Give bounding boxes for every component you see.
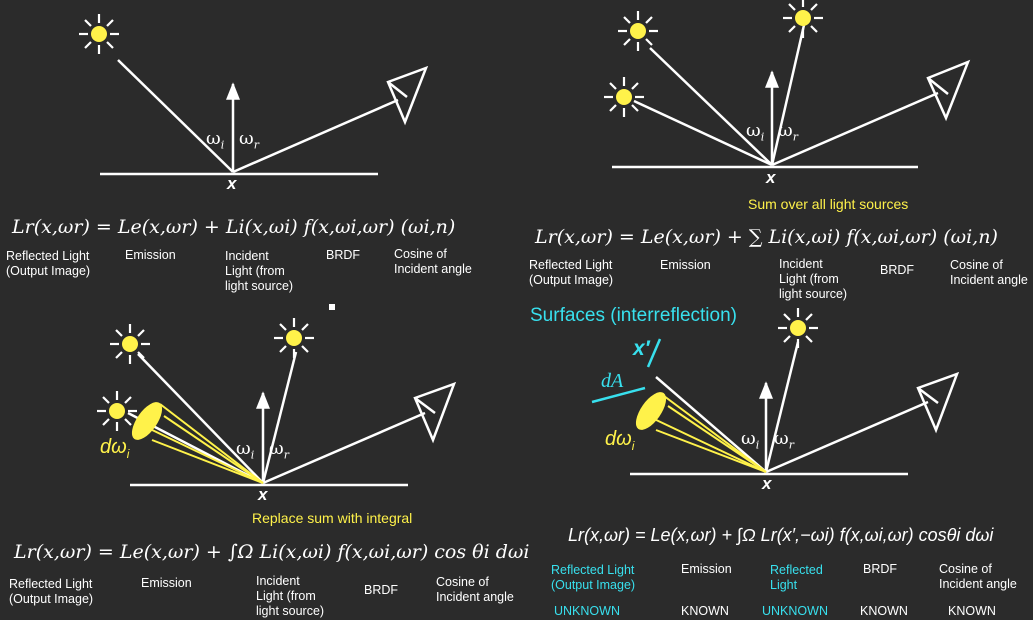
term-label: Incident Light (from light source) — [256, 574, 325, 618]
solid-angle-cone — [147, 403, 264, 484]
reflected-ray — [262, 411, 426, 485]
term-label: Emission — [125, 248, 176, 262]
sun-icon — [97, 391, 137, 431]
d-omega-label: dωi — [605, 428, 635, 453]
sun-icon — [783, 0, 823, 38]
rendering-equation: Lr(x,ωr) = Le(x,ωr) + Li(x,ωi) f(x,ωi,ωr… — [12, 216, 456, 238]
term-label: Reflected Light (Output Image) — [551, 563, 636, 592]
incident-ray — [770, 24, 806, 166]
x-label: x — [766, 168, 776, 187]
term-label: Reflected Light (Output Image) — [9, 577, 94, 606]
term-label: Incident Light (from light source) — [225, 249, 294, 293]
incident-ray — [655, 376, 767, 473]
omega-i-label: ωi — [741, 428, 760, 452]
term-label: Cosine of Incident angle — [394, 247, 472, 276]
panel-caption: Replace sum with integral — [252, 510, 413, 526]
x-label: x — [258, 485, 268, 504]
d-omega-label: dωi — [100, 436, 130, 461]
rendering-equation: Lr(x,ωr) = Le(x,ωr) + ∫Ω Li(x,ωi) f(x,ωi… — [14, 541, 530, 563]
solid-angle-ellipse — [635, 392, 667, 430]
status-label: UNKNOWN — [554, 604, 620, 618]
sun-icon — [79, 14, 119, 54]
status-label: UNKNOWN — [762, 604, 828, 618]
solid-angle-cone — [651, 395, 767, 473]
reflected-ray — [771, 91, 939, 167]
term-label: BRDF — [863, 562, 898, 576]
reflected-ray — [232, 98, 399, 174]
eye-icon — [916, 371, 960, 434]
x-prime-label: x′ — [633, 337, 650, 360]
term-label: BRDF — [880, 263, 915, 277]
status-label: KNOWN — [681, 604, 729, 618]
term-label: Emission — [660, 258, 711, 272]
reflected-ray — [765, 400, 929, 474]
panel3-diagram — [127, 351, 457, 487]
status-label: KNOWN — [860, 604, 908, 618]
sun-icon — [110, 324, 150, 364]
omega-i-label: ωi — [206, 128, 225, 152]
x-label: x — [227, 174, 237, 193]
eye-icon — [386, 65, 429, 126]
term-label: Cosine of Incident angle — [950, 258, 1028, 287]
omega-i-label: ωi — [746, 120, 765, 144]
bullet-marker — [329, 304, 335, 310]
panel-caption: Sum over all light sources — [748, 196, 909, 212]
term-label: Reflected Light (Output Image) — [6, 249, 91, 278]
surface-patch-dA — [591, 386, 646, 404]
term-label: Emission — [681, 562, 732, 576]
rendering-equation: Lr(x,ωr) = Le(x,ωr) + ∫Ω Lr(x′,−ωi) f(x,… — [568, 525, 994, 545]
omega-r-label: ωr — [778, 120, 798, 144]
sun-icon — [274, 318, 314, 358]
term-label: Emission — [141, 576, 192, 590]
omega-r-label: ωr — [269, 438, 289, 462]
surface-patch-xprime — [646, 338, 662, 368]
x-label: x — [762, 474, 772, 493]
panel4-diagram — [630, 341, 960, 476]
rendering-equation: Lr(x,ωr) = Le(x,ωr) + ∑ Li(x,ωi) f(x,ωi,… — [535, 226, 998, 248]
sun-icon — [618, 11, 658, 51]
panel-caption: Surfaces (interreflection) — [530, 305, 737, 326]
eye-icon — [413, 381, 457, 444]
term-label: Incident Light (from light source) — [779, 257, 848, 301]
term-label: Reflected Light — [770, 563, 823, 592]
panel2-diagram — [612, 24, 971, 169]
sun-icon — [778, 308, 818, 348]
term-label: Cosine of Incident angle — [939, 562, 1017, 591]
panel1-diagram — [100, 59, 429, 176]
incident-ray — [117, 59, 234, 173]
incident-ray — [261, 351, 298, 484]
incident-ray — [137, 353, 264, 484]
eye-icon — [926, 59, 971, 122]
dA-label: dA — [601, 370, 624, 392]
status-label: KNOWN — [948, 604, 996, 618]
term-label: BRDF — [326, 248, 361, 262]
term-label: Reflected Light (Output Image) — [529, 258, 614, 287]
omega-i-label: ωi — [236, 438, 255, 462]
sun-icon — [604, 77, 644, 117]
incident-ray — [633, 99, 773, 167]
incident-ray — [649, 47, 773, 166]
term-label: BRDF — [364, 583, 399, 597]
term-label: Cosine of Incident angle — [436, 575, 514, 604]
solid-angle-ellipse — [131, 402, 163, 440]
incident-ray — [764, 341, 800, 473]
omega-r-label: ωr — [239, 128, 259, 152]
omega-r-label: ωr — [774, 428, 794, 452]
